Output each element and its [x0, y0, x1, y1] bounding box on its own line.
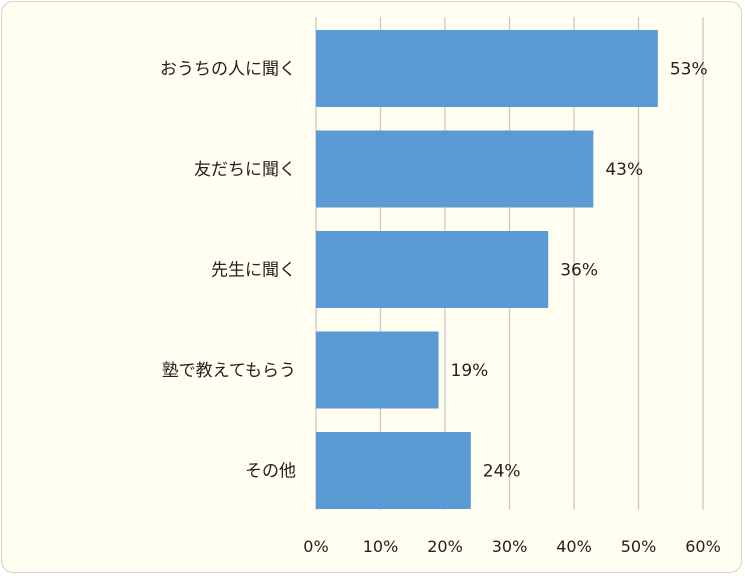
category-label: その他 [245, 462, 296, 482]
category-label: 先生に聞く [211, 261, 296, 281]
category-label: 友だちに聞く [194, 160, 296, 180]
x-tick-label: 30% [492, 537, 528, 556]
labels: 0% 10% 20% 30% 40% 50% 60% おうちの人に聞く 53% 友だちに聞く 43%… [160, 60, 721, 557]
x-tick-label: 50% [621, 537, 657, 556]
value-label: 36% [560, 261, 598, 281]
bars [316, 30, 658, 509]
bar-1 [316, 130, 594, 208]
x-tick-label: 10% [363, 537, 399, 556]
x-tick-label: 40% [556, 537, 592, 556]
category-label: 塾で教えてもらう [162, 360, 296, 381]
value-label: 43% [605, 160, 643, 180]
x-tick-label: 0% [303, 537, 328, 556]
x-tick-label: 20% [427, 537, 463, 556]
bar-0 [316, 30, 658, 107]
value-label: 24% [483, 462, 521, 482]
value-label: 19% [451, 361, 489, 381]
bar-3 [316, 331, 439, 409]
bar-2 [316, 231, 549, 308]
bar-4 [316, 432, 471, 509]
category-label: おうちの人に聞く [160, 60, 296, 80]
value-label: 53% [670, 60, 708, 80]
x-tick-label: 60% [685, 537, 721, 556]
